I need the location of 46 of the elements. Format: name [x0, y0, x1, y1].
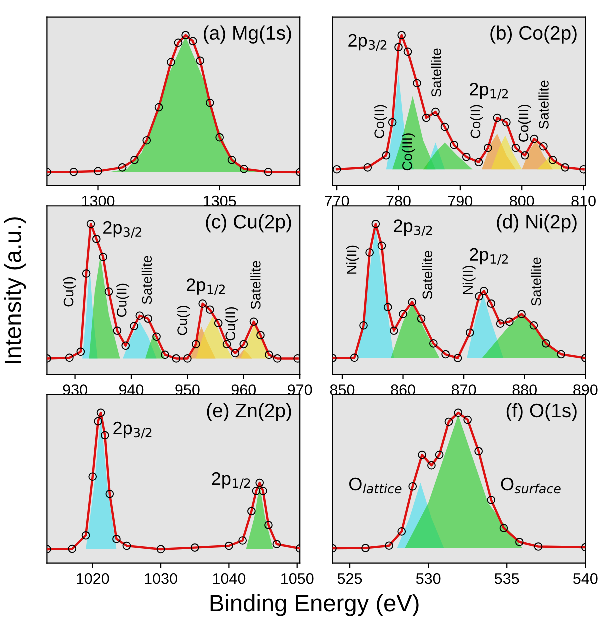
annotation: Co(III) — [402, 134, 416, 171]
chart-title: (f) O(1s) — [506, 403, 577, 422]
annotation: O$_{lattice}$ — [350, 478, 402, 494]
x-axis-title: Binding Energy (eV) — [210, 594, 419, 616]
annotation: 2p$_{3/2}$ — [104, 221, 142, 238]
x-tick-label: 530 — [416, 573, 441, 584]
x-tick-label: 540 — [574, 573, 598, 584]
annotation: Satellite — [250, 261, 261, 310]
annotation: Cu(I) — [177, 306, 190, 336]
annotation: Ni(II) — [462, 266, 476, 294]
x-tick-label: 780 — [386, 196, 411, 207]
annotation: Satellite — [538, 80, 549, 129]
annotation: Cu(I) — [63, 277, 76, 307]
annotation: Satellite — [531, 258, 542, 306]
x-tick-label: 790 — [448, 196, 473, 207]
annotation: 2p$_{3/2}$ — [348, 34, 387, 51]
annotation: O$_{surface}$ — [501, 478, 561, 494]
chart-title: (e) Zn(2p) — [207, 403, 292, 422]
annotation: Co(II) — [374, 105, 388, 138]
annotation: Satellite — [142, 256, 152, 304]
chart-title: (d) Ni(2p) — [497, 214, 577, 233]
annotation: 2p$_{3/2}$ — [114, 422, 152, 439]
x-tick-label: 1030 — [145, 573, 178, 584]
annotation: 2p$_{1/2}$ — [470, 83, 508, 100]
annotation: Satellite — [422, 251, 433, 300]
x-tick-label: 1050 — [282, 573, 314, 584]
annotation: 2p$_{1/2}$ — [187, 278, 225, 296]
x-tick-label: 770 — [325, 196, 350, 207]
x-tick-label: 1020 — [77, 573, 110, 584]
annotation: Cu(II) — [116, 284, 130, 318]
annotation: Cu(II) — [225, 307, 238, 341]
chart-title: (b) Co(2p) — [490, 26, 577, 44]
chart-title: (a) Mg(1s) — [204, 26, 292, 44]
chart-title: (c) Cu(2p) — [206, 214, 292, 233]
annotation: Ni(II) — [346, 246, 360, 274]
x-tick-label: 535 — [494, 573, 520, 584]
y-axis-title: Intensity (a.u.) — [4, 218, 26, 364]
annotation: Co(III) — [518, 104, 532, 142]
x-tick-label: 525 — [338, 573, 362, 584]
x-tick-label: 970 — [288, 384, 312, 396]
x-tick-label: 1040 — [213, 573, 246, 584]
annotation: Satellite — [431, 48, 442, 97]
annotation: 2p$_{1/2}$ — [470, 248, 508, 266]
annotation: Co(II) — [470, 105, 484, 138]
annotation: 2p$_{1/2}$ — [212, 472, 250, 490]
annotation: 2p$_{3/2}$ — [394, 220, 432, 236]
